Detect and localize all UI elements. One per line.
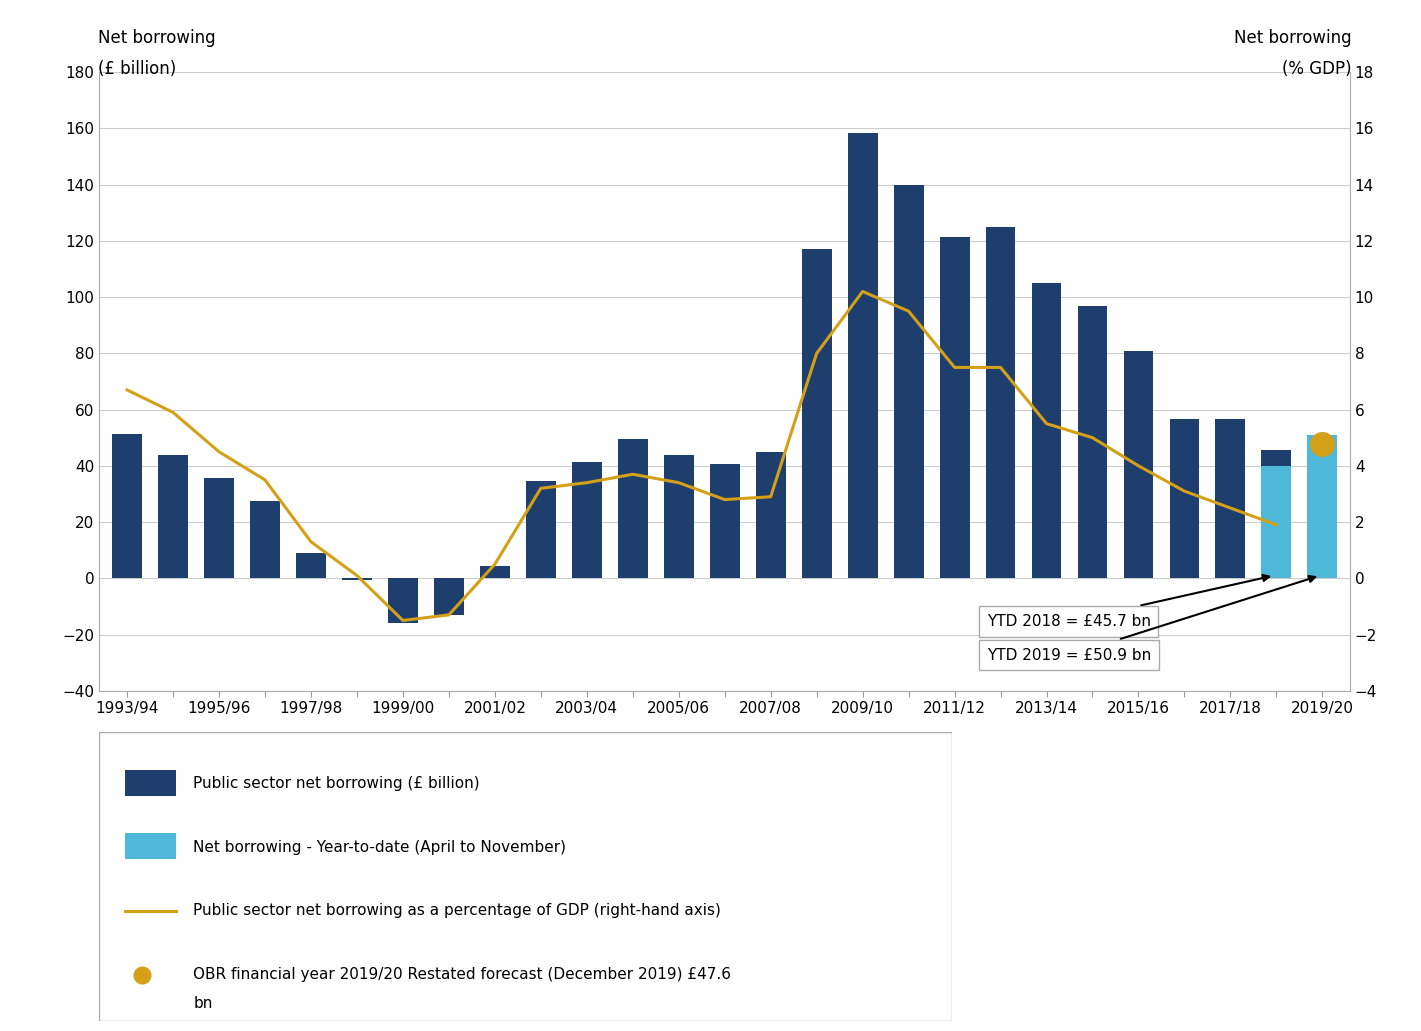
Text: YTD 2019 = £50.9 bn: YTD 2019 = £50.9 bn — [986, 576, 1316, 663]
Bar — [480, 566, 510, 578]
Bar — [1215, 420, 1245, 578]
FancyBboxPatch shape — [99, 732, 952, 1021]
Bar — [801, 250, 831, 578]
Text: (£ billion): (£ billion) — [98, 60, 176, 77]
Bar — [158, 455, 188, 578]
Bar — [250, 501, 280, 578]
Bar — [388, 578, 418, 624]
Bar — [571, 462, 601, 578]
Text: Public sector net borrowing as a percentage of GDP (right-hand axis): Public sector net borrowing as a percent… — [193, 903, 720, 919]
Bar — [848, 133, 878, 578]
Text: (% GDP): (% GDP) — [1282, 60, 1351, 77]
Bar — [433, 578, 463, 614]
Bar — [1262, 466, 1292, 578]
Bar — [1124, 351, 1154, 578]
Bar — [296, 553, 325, 578]
Text: Public sector net borrowing (£ billion): Public sector net borrowing (£ billion) — [193, 776, 480, 792]
Bar — [1032, 284, 1061, 578]
Bar — [342, 578, 372, 579]
Bar — [1077, 305, 1107, 578]
Text: Net borrowing: Net borrowing — [98, 29, 216, 46]
Bar — [1169, 420, 1199, 578]
Bar — [756, 452, 786, 578]
Bar — [939, 237, 969, 578]
Bar — [709, 464, 740, 578]
Bar — [664, 455, 693, 578]
Bar — [1307, 435, 1337, 578]
Text: bn: bn — [193, 996, 213, 1010]
Text: YTD 2018 = £45.7 bn: YTD 2018 = £45.7 bn — [986, 575, 1269, 629]
Bar — [112, 434, 142, 578]
Text: Net borrowing - Year-to-date (April to November): Net borrowing - Year-to-date (April to N… — [193, 840, 566, 855]
Bar — [205, 478, 234, 578]
Bar — [1262, 450, 1292, 466]
FancyBboxPatch shape — [125, 833, 176, 859]
Bar — [986, 227, 1016, 578]
Bar — [618, 439, 648, 578]
Bar — [526, 481, 556, 578]
Text: Net borrowing: Net borrowing — [1233, 29, 1351, 46]
Bar — [894, 185, 924, 578]
Text: OBR financial year 2019/20 Restated forecast (December 2019) £47.6: OBR financial year 2019/20 Restated fore… — [193, 967, 732, 982]
FancyBboxPatch shape — [125, 769, 176, 796]
